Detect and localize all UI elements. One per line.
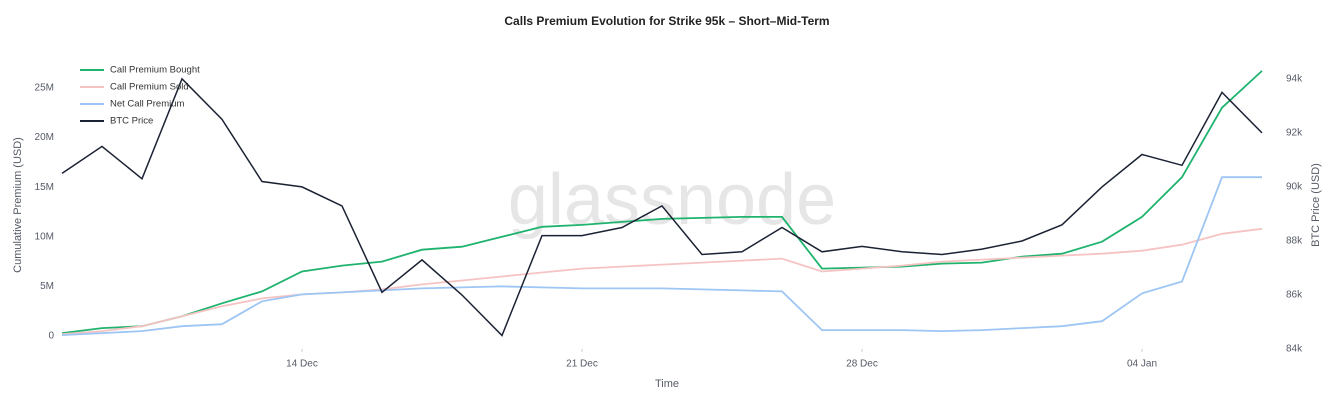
y-tick-label: 0	[48, 331, 54, 342]
series-line	[61, 70, 1263, 334]
series-line	[61, 176, 1262, 336]
chart-title: Calls Premium Evolution for Strike 95k –…	[504, 14, 829, 28]
y2-tick-label: 88k	[1286, 236, 1303, 247]
y-tick-label: 15M	[35, 182, 54, 193]
x-tick-label: 14 Dec	[286, 359, 318, 370]
x-tick-label: 21 Dec	[566, 359, 598, 370]
watermark: glassnode	[508, 160, 836, 240]
x-axis-title: Time	[655, 378, 679, 390]
legend-label: Call Premium Sold	[110, 82, 189, 93]
y-axis-title: Cumulative Premium (USD)	[12, 137, 24, 273]
y2-tick-label: 94k	[1286, 74, 1303, 85]
legend-label: Net Call Premium	[110, 99, 185, 110]
y-tick-label: 5M	[40, 281, 54, 292]
y-tick-label: 25M	[35, 82, 54, 93]
y2-axis-title: BTC Price (USD)	[1310, 163, 1322, 247]
y2-tick-label: 84k	[1286, 344, 1303, 355]
series-line	[61, 227, 1263, 335]
x-tick-label: 04 Jan	[1127, 359, 1157, 370]
y-tick-label: 20M	[35, 132, 54, 143]
y2-tick-label: 92k	[1286, 128, 1303, 139]
y-tick-label: 10M	[35, 231, 54, 242]
x-tick-label: 28 Dec	[846, 359, 878, 370]
y2-tick-label: 90k	[1286, 182, 1303, 193]
series-line	[61, 77, 1263, 337]
y2-tick-label: 86k	[1286, 290, 1303, 301]
legend-label: BTC Price	[110, 116, 153, 127]
legend-label: Call Premium Bought	[110, 65, 200, 76]
